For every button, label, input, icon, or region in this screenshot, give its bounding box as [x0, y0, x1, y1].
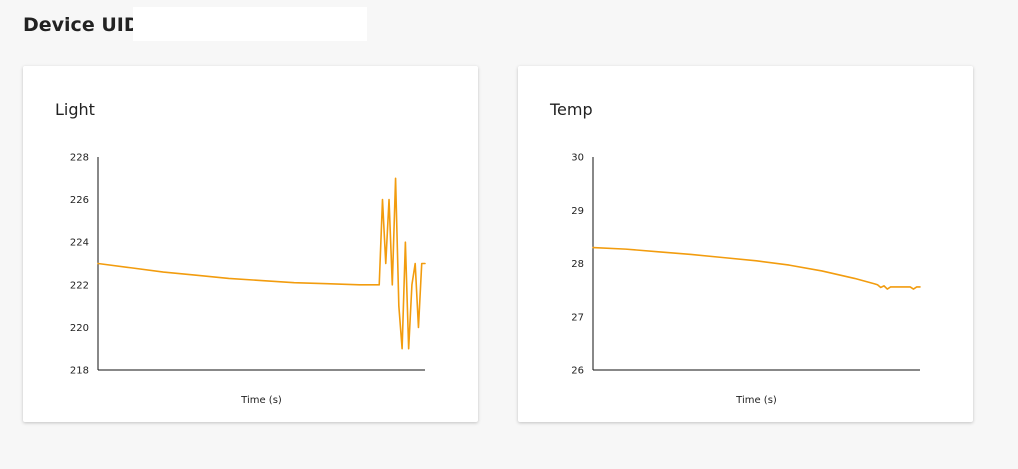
y-tick-label: 30 [571, 153, 584, 164]
temp-chart: 26 27 28 29 30 Time (s) [571, 153, 921, 406]
x-axis-label: Time (s) [735, 395, 777, 406]
series-line [592, 246, 921, 290]
y-tick-label: 220 [70, 323, 89, 334]
light-chart-title: Light [55, 100, 95, 119]
y-tick-label: 29 [571, 206, 584, 217]
y-tick-label: 224 [70, 238, 89, 249]
device-uid-field [133, 7, 367, 41]
device-uid-header: Device UID: [23, 8, 147, 42]
y-tick-label: 28 [571, 259, 584, 270]
light-chart-card: Light 218 220 222 224 226 228 Time (s) [23, 66, 478, 422]
y-tick-label: 222 [70, 280, 89, 291]
y-tick-label: 228 [70, 153, 89, 164]
y-tick-label: 226 [70, 195, 89, 206]
temp-chart-title: Temp [550, 100, 593, 119]
temp-chart-card: Temp 26 27 28 29 30 Time (s) [518, 66, 973, 422]
device-uid-label: Device UID: [23, 14, 148, 36]
y-tick-label: 26 [571, 366, 584, 377]
light-chart: 218 220 222 224 226 228 Time (s) [70, 153, 426, 406]
series-line [97, 177, 426, 350]
y-tick-label: 218 [70, 366, 89, 377]
x-axis-label: Time (s) [240, 395, 282, 406]
y-tick-label: 27 [571, 312, 584, 323]
